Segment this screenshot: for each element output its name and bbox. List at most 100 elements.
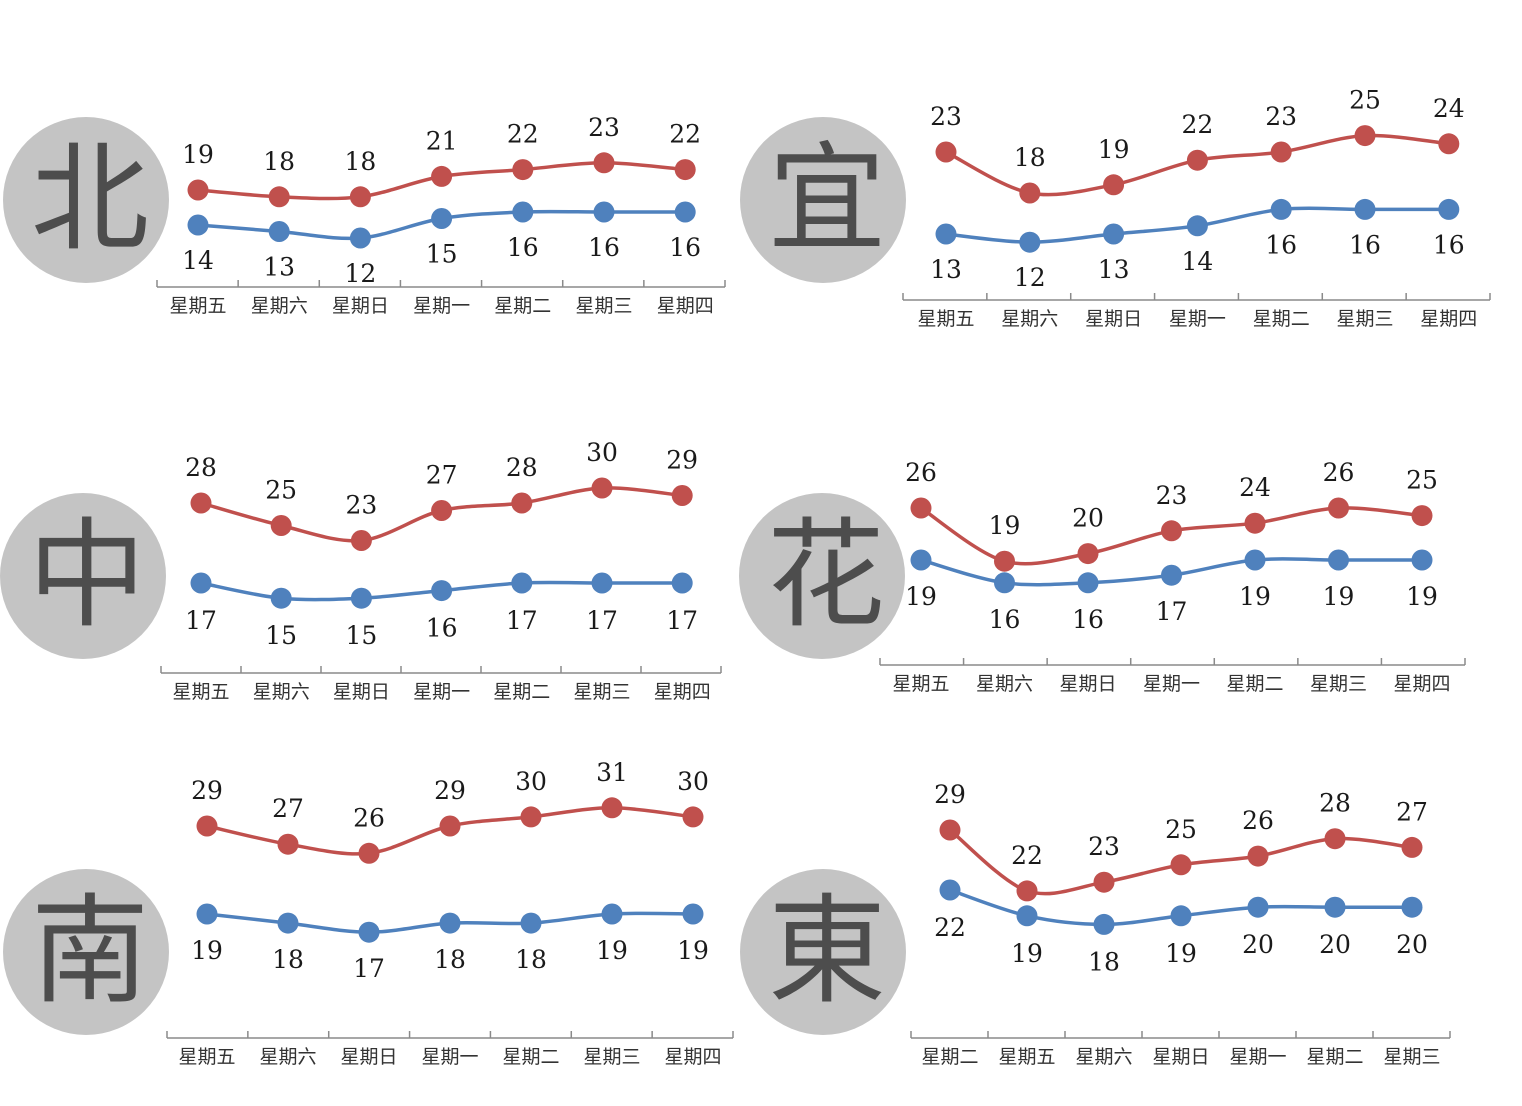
data-point (196, 815, 218, 837)
data-point (512, 159, 534, 181)
data-point (674, 201, 696, 223)
data-label: 22 (669, 120, 701, 149)
data-point (1324, 896, 1346, 918)
data-point (1103, 174, 1125, 196)
data-point (1019, 231, 1041, 253)
x-tick-label: 星期三 (583, 1046, 640, 1068)
data-label: 16 (507, 233, 539, 262)
data-label: 18 (1088, 947, 1120, 976)
data-label: 26 (1242, 806, 1274, 835)
data-point (187, 179, 209, 201)
data-label: 15 (345, 621, 377, 650)
data-label: 20 (1396, 930, 1428, 959)
data-point (994, 550, 1015, 572)
data-point (1161, 564, 1182, 586)
data-point (439, 815, 461, 837)
x-tick-label: 星期二 (921, 1046, 978, 1068)
data-point (1019, 182, 1041, 204)
data-label: 29 (191, 776, 223, 805)
data-point (1411, 549, 1433, 571)
data-point (682, 806, 704, 828)
data-label: 12 (344, 259, 376, 288)
x-tick-label: 星期二 (1253, 308, 1310, 330)
data-label: 19 (1098, 135, 1130, 164)
data-point (910, 549, 932, 571)
data-label: 16 (588, 233, 620, 262)
x-tick-label: 星期一 (1143, 673, 1200, 695)
x-tick-label: 星期日 (333, 681, 390, 703)
data-point (270, 587, 292, 609)
x-tick-label: 星期六 (259, 1046, 316, 1068)
data-label: 28 (185, 453, 217, 482)
data-point (190, 572, 212, 594)
data-label: 19 (1323, 582, 1355, 611)
x-tick-label: 星期日 (1059, 673, 1116, 695)
data-label: 23 (345, 491, 377, 520)
data-label: 22 (1181, 110, 1213, 139)
data-label: 19 (1239, 582, 1271, 611)
data-label: 14 (1181, 247, 1213, 276)
data-label: 18 (1014, 143, 1046, 172)
region-badge (0, 493, 166, 659)
data-point (520, 806, 542, 828)
data-label: 17 (1156, 597, 1188, 626)
data-point (1328, 497, 1349, 519)
data-point (270, 515, 292, 536)
data-point (1077, 543, 1099, 565)
data-label: 29 (434, 776, 466, 805)
data-point (1093, 913, 1115, 935)
data-label: 16 (426, 614, 458, 643)
data-point (671, 572, 693, 594)
data-label: 28 (506, 453, 538, 482)
data-point (593, 152, 615, 174)
data-label: 18 (515, 945, 547, 974)
data-label: 20 (1319, 930, 1351, 959)
data-point (1016, 880, 1038, 902)
data-label: 28 (1319, 789, 1351, 818)
data-point (196, 903, 218, 925)
region-badge (740, 869, 906, 1035)
data-point (431, 500, 453, 521)
data-point (935, 223, 957, 245)
data-point (1270, 141, 1292, 163)
data-label: 17 (353, 954, 385, 983)
x-tick-label: 星期五 (892, 673, 949, 695)
data-label: 23 (1156, 481, 1188, 510)
data-label: 16 (989, 605, 1021, 634)
data-label: 26 (353, 803, 385, 832)
data-label: 19 (905, 582, 937, 611)
data-point (268, 186, 290, 208)
region-label: 花 (767, 506, 885, 644)
data-point (1354, 125, 1376, 147)
data-label: 17 (185, 606, 217, 635)
x-tick-label: 星期三 (1336, 308, 1393, 330)
x-tick-label: 星期二 (1306, 1046, 1363, 1068)
region-badge (3, 869, 169, 1035)
x-tick-label: 星期二 (494, 295, 551, 317)
data-label: 13 (263, 253, 295, 282)
data-point (1093, 871, 1115, 893)
data-label: 22 (507, 120, 539, 149)
data-point (1438, 198, 1460, 220)
data-point (601, 903, 623, 925)
data-label: 30 (515, 767, 547, 796)
data-label: 16 (669, 233, 701, 262)
data-point (277, 912, 299, 934)
data-label: 17 (586, 606, 618, 635)
data-label: 19 (1165, 939, 1197, 968)
data-point (349, 186, 371, 208)
x-tick-label: 星期四 (657, 295, 714, 317)
data-point (1244, 512, 1266, 534)
data-label: 13 (1098, 255, 1130, 284)
data-label: 19 (1406, 582, 1438, 611)
data-label: 31 (596, 758, 628, 787)
x-tick-label: 星期一 (1169, 308, 1226, 330)
data-label: 25 (1349, 86, 1381, 115)
x-tick-label: 星期二 (493, 681, 550, 703)
data-point (591, 572, 613, 594)
data-point (1354, 198, 1376, 220)
data-label: 29 (666, 446, 698, 475)
region-badge (3, 117, 169, 283)
